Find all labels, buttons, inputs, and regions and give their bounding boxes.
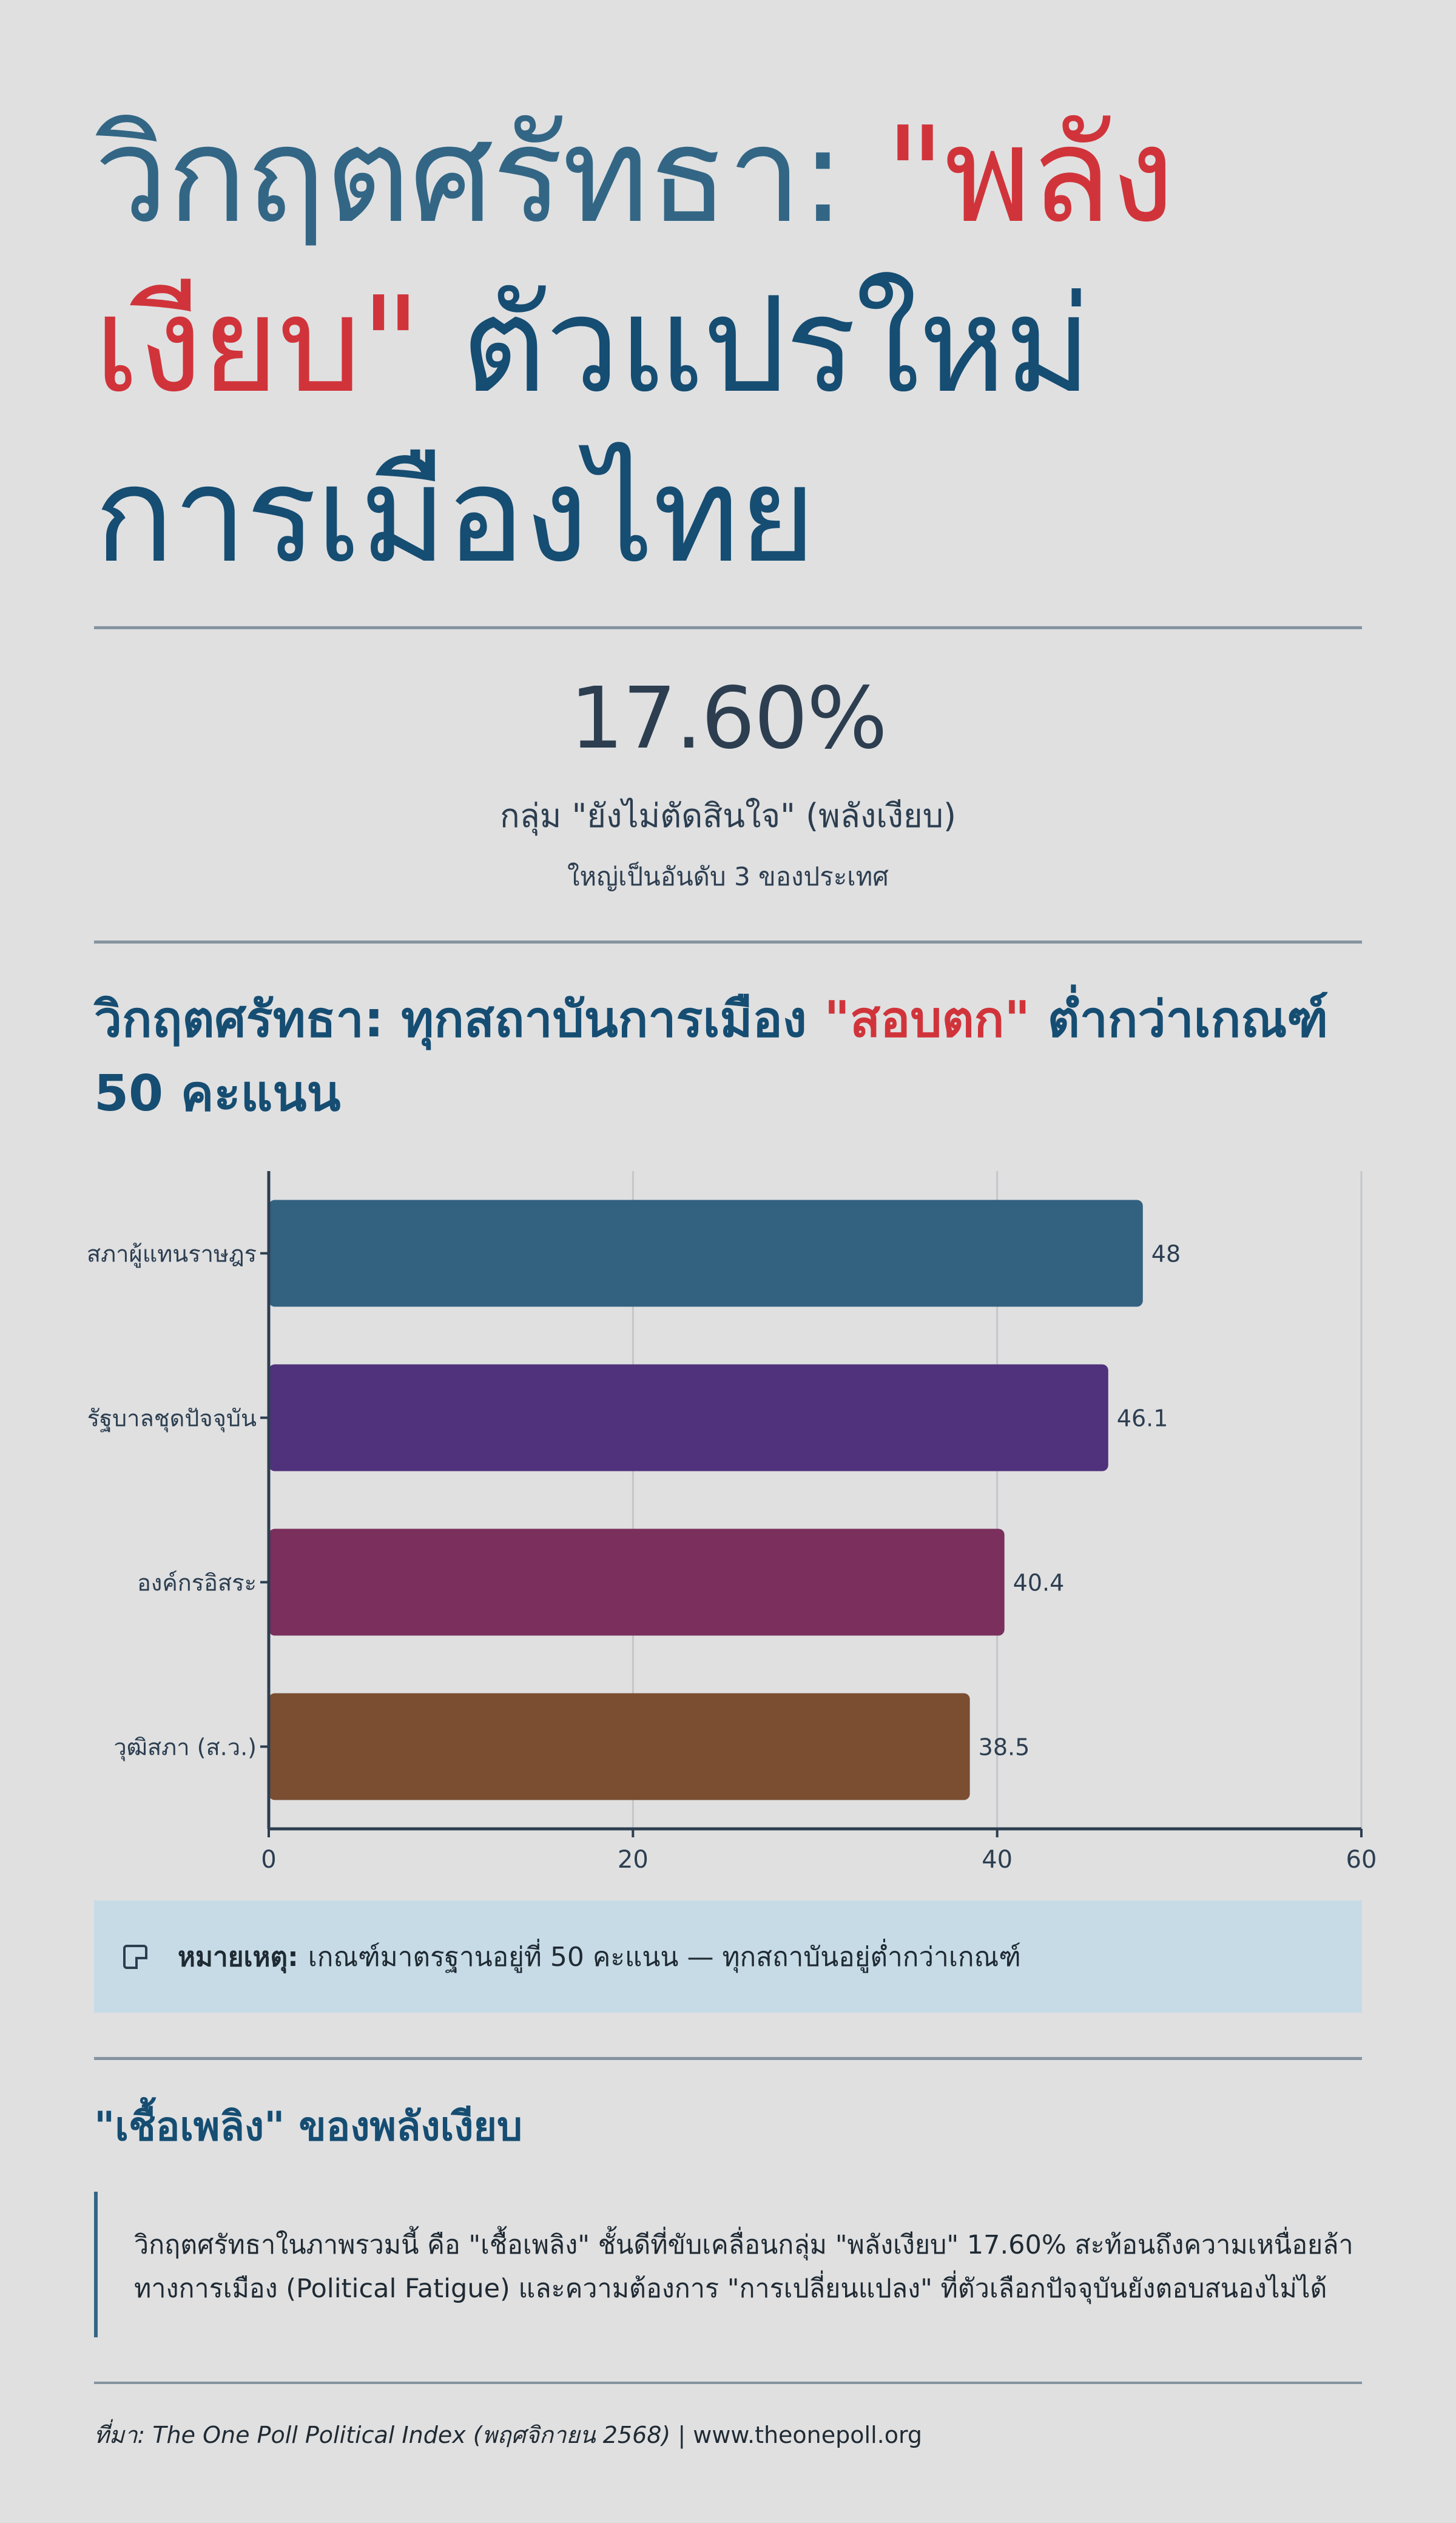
stat-label: กลุ่ม "ยังไม่ตัดสินใจ" (พลังเงียบ): [499, 797, 957, 835]
bar-value-label: 38.5: [979, 1734, 1030, 1761]
fuel-quote: วิกฤตศรัทธาในภาพรวมนี้ คือ "เชื้อเพลิง" …: [94, 2192, 1362, 2337]
section-title-part1: วิกฤตศรัทธา: ทุกสถาบันการเมือง: [94, 991, 824, 1049]
x-tick-label: 40: [982, 1846, 1013, 1874]
section-title-highlight: "สอบตก": [824, 991, 1031, 1049]
divider-middle: [94, 941, 1362, 944]
chart-axes: 0 20 40 60 สภาผู้แทนราษฎรรัฐบาลชุดปัจจุบันอง…: [87, 1171, 1377, 1874]
fuel-title: "เชื้อเพลิง" ของพลังเงียบ: [94, 2103, 522, 2150]
note-icon: [123, 1944, 147, 1969]
institution-bar-chart: 48 46.1 40.4 38.5 0 20 40 60 สภาผู้แทนราษฎรรัฐบ…: [87, 1171, 1377, 1874]
divider-bottom: [94, 2057, 1362, 2060]
category-label: สภาผู้แทนราษฎร: [87, 1241, 257, 1268]
category-label: รัฐบาลชุดปัจจุบัน: [87, 1405, 257, 1433]
fuel-line-2: ทางการเมือง (Political Fatigue) และความต…: [134, 2274, 1327, 2304]
footer-source: ที่มา: The One Poll Political Index (พฤศ…: [94, 2422, 671, 2448]
note-label: หมายเหตุ:: [178, 1941, 298, 1973]
title-highlight: "พลังเงียบ": [94, 99, 1175, 422]
x-tick-label: 60: [1346, 1846, 1377, 1874]
x-tick-label: 0: [261, 1846, 276, 1874]
category-label: องค์กรอิสระ: [137, 1570, 257, 1596]
divider-footer: [94, 2382, 1362, 2384]
fuel-line-1: วิกฤตศรัทธาในภาพรวมนี้ คือ "เชื้อเพลิง" …: [134, 2230, 1353, 2260]
section-title: วิกฤตศรัทธา: ทุกสถาบันการเมือง "สอบตก" ต…: [94, 983, 1374, 1131]
bar: [269, 1528, 1005, 1636]
note-box: หมายเหตุ: เกณฑ์มาตรฐานอยู่ที่ 50 คะแนน —…: [94, 1900, 1362, 2013]
chart-bars: 48 46.1 40.4 38.5: [269, 1200, 1181, 1800]
title-part2: ตัวแปรใหม่การเมืองไทย: [94, 269, 1091, 592]
page-title: วิกฤตศรัทธา: "พลังเงียบ" ตัวแปรใหม่การเม…: [94, 91, 1368, 601]
divider-top: [94, 626, 1362, 629]
bar-value-label: 48: [1151, 1241, 1181, 1268]
title-part1: วิกฤตศรัทธา:: [94, 99, 885, 252]
bar-value-label: 40.4: [1013, 1570, 1065, 1596]
bar: [269, 1364, 1108, 1471]
bar: [269, 1693, 970, 1800]
section-title-part2: ต่ำกว่าเกณฑ์ 50 คะแนน: [94, 991, 1329, 1123]
x-tick-label: 20: [618, 1846, 649, 1874]
footer-separator: |: [670, 2422, 693, 2448]
note-text: เกณฑ์มาตรฐานอยู่ที่ 50 คะแนน — ทุกสถาบัน…: [308, 1941, 1021, 1973]
category-label: วุฒิสภา (ส.ว.): [113, 1734, 257, 1761]
stat-value: 17.60%: [570, 669, 888, 768]
footer: ที่มา: The One Poll Political Index (พฤศ…: [94, 2418, 922, 2452]
bar-value-label: 46.1: [1117, 1405, 1168, 1432]
footer-url: www.theonepoll.org: [693, 2422, 923, 2448]
stat-sub: ใหญ่เป็นอันดับ 3 ของประเทศ: [567, 862, 889, 891]
bar: [269, 1200, 1143, 1307]
